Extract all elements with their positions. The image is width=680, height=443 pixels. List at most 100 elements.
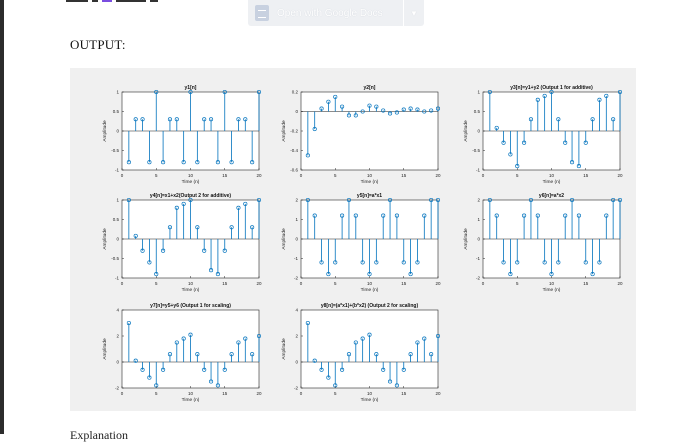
plot-7-point-7 [167,352,173,357]
plot-4-point-8 [174,205,179,210]
plot-2-point-17 [415,107,420,112]
plot-2-point-2 [312,126,317,132]
plot-2-point-15 [401,107,406,112]
plot-2-point-6 [340,104,345,109]
plot-8-xtick-label: 20 [435,391,441,396]
chevron-down-icon[interactable]: ▼ [410,8,418,18]
plot-5-point-19 [429,197,434,203]
plot-4-point-6 [161,248,166,253]
plot-2-point-14 [394,110,399,115]
plot-8-point-5 [333,383,338,388]
plot-8-xtick-label: 5 [334,391,337,396]
plot-3-point-5 [515,164,520,169]
plot-5-point-14 [394,213,399,218]
plot-6-point-7 [528,197,534,203]
plot-1-ytick-label: 1 [116,90,119,95]
plot-4-point-12 [202,248,207,253]
plot-4-point-4 [147,260,152,265]
plot-1-point-2 [133,117,138,122]
plot-6-point-16 [590,272,595,277]
plot-8-xlabel: Time (n) [361,397,379,403]
plot-6-point-9 [542,260,547,265]
plot-7-xlabel: Time (n) [182,397,200,403]
open-with-google-docs-button[interactable]: Open with Google Docs ▼ [248,0,424,26]
plot-2-point-12 [381,108,386,113]
plot-5-point-20 [435,197,441,203]
plot-8-xtick-label: 0 [300,391,303,396]
plot-6-point-2 [494,213,499,218]
plot-2-xtick-label: 15 [401,173,407,178]
plot-1-ytick-label: 0.5 [113,109,120,114]
docs-icon [255,5,269,21]
plot-5-ytick-label: -2 [294,276,298,281]
plot-1-point-15 [222,89,227,95]
plot-5-point-3 [319,260,324,265]
plot-6-point-18 [604,213,609,218]
plot-7-point-16 [229,352,234,357]
plot-4-xlabel: Time (n) [182,287,200,293]
plot-6-xtick-label: 0 [482,281,485,286]
plot-4-point-15 [222,248,227,253]
plot-8-ytick-label: 4 [295,308,298,313]
plot-8-point-19 [429,352,434,357]
plot-5-xlabel: Time (n) [361,287,379,293]
plot-2-axes-box [300,91,439,171]
plot-8-ylabel: Amplitude [281,338,287,360]
plot-6-point-6 [522,213,527,218]
plot-4-ytick-label: -0.5 [111,256,119,261]
plot-6-point-19 [611,197,616,203]
output-heading: OUTPUT: [70,37,126,52]
plot-8-point-16 [408,352,413,357]
plot-3-point-14 [576,164,581,169]
plot-6-xtick-label: 20 [617,281,623,286]
button-separator [403,0,404,26]
plot-1-point-4 [147,160,152,165]
explanation-heading: Explanation [70,428,128,442]
plot-5-point-15 [401,260,406,265]
plot-1-point-16 [229,160,234,165]
plot-3-xlabel: Time (n) [543,179,561,185]
plot-2-point-20 [435,106,441,111]
plot-1-point-6 [161,160,166,165]
plot-1-xlabel: Time (n) [182,179,200,185]
plot-6-point-5 [515,260,520,265]
plot-1-xtick-label: 0 [121,173,124,178]
plot-8-point-6 [340,367,345,372]
plot-8-point-8 [353,340,358,345]
plot-5-point-12 [381,213,386,218]
plot-6-title: y6[n]=a*x2 [539,193,564,199]
plot-3-ytick-label: -1 [476,168,480,173]
plot-4-point-1 [126,197,131,203]
plot-4-xtick-label: 0 [121,281,124,286]
plot-6-point-15 [583,260,588,265]
plot-7-title: y7[n]=y5+y6 (Output 1 for scaling) [150,303,231,309]
plot-2-xtick-label: 10 [367,173,373,178]
window-edge [0,0,4,434]
plot-1-xtick-label: 15 [222,173,228,178]
plot-5-title: y5[n]=a*x1 [357,193,382,199]
plot-6-ytick-label: -1 [476,256,480,261]
plot-5-xtick-label: 20 [435,281,441,286]
plot-6-point-17 [597,260,602,265]
plot-2-ytick-label: -0.2 [290,129,298,134]
plot-5-point-1 [305,197,310,203]
plot-4-point-17 [236,205,241,210]
plot-6-point-8 [535,213,540,218]
plot-4-xtick-label: 15 [222,281,228,286]
plot-3-point-4 [508,152,513,157]
plot-3-point-12 [563,140,568,145]
plot-2-point-7 [346,113,352,118]
plot-4-ytick-label: -1 [115,276,119,281]
plot-3-xtick-label: 5 [516,173,519,178]
plot-8-point-3 [319,367,324,372]
plot-7-point-14 [215,383,220,388]
matlab-figure: 0 5 10 15 20 -1 -0.5 0 0.5 1 y1[n] Time (n) Amplitud… [70,68,636,411]
plot-2-point-19 [429,108,434,113]
plot-1-point-13 [209,117,214,122]
plot-7-point-11 [195,352,200,357]
plot-7-point-9 [181,336,186,341]
plot-1-point-10 [188,89,193,95]
plot-6-xtick-label: 10 [549,281,555,286]
plot-8-xtick-label: 15 [401,391,407,396]
plot-1-ytick-label: -0.5 [111,148,119,153]
